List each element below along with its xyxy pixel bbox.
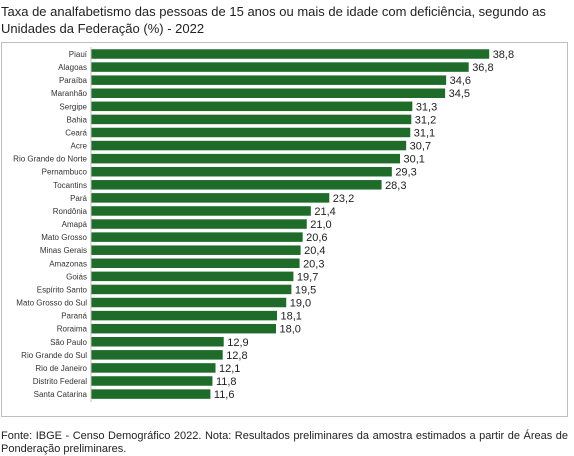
data-label: 21,0: [310, 219, 331, 231]
bar: [91, 88, 446, 98]
bar: [91, 297, 287, 308]
data-label: 29,3: [395, 167, 416, 179]
chart-title: Taxa de analfabetismo das pessoas de 15 …: [1, 4, 546, 36]
bar: [91, 363, 216, 373]
bar: [91, 271, 294, 282]
data-label: 31,3: [416, 101, 437, 113]
data-label: 11,6: [214, 389, 235, 401]
bar: [91, 62, 469, 72]
bar: [91, 258, 300, 269]
category-label: Distrito Federal: [33, 377, 87, 386]
bar: [91, 350, 223, 360]
category-label: Ceará: [65, 128, 87, 137]
data-label: 34,6: [450, 75, 471, 87]
bar: [91, 180, 382, 190]
bar: [91, 245, 301, 255]
source-note: Fonte: IBGE - Censo Demográfico 2022. No…: [1, 430, 568, 455]
category-label: Rio Grande do Sul: [21, 351, 87, 360]
category-label: Mato Grosso do Sul: [16, 299, 87, 308]
data-label: 19,5: [295, 284, 316, 296]
bar: [91, 376, 213, 386]
data-label: 21,4: [314, 206, 335, 218]
bar: [91, 114, 412, 125]
bar: [91, 206, 311, 216]
bar-chart: Piauí 38,8 Alagoas 36,8 Paraíba 34,6 Maranhão 3…: [13, 47, 514, 403]
category-label: Goiás: [66, 272, 87, 281]
bar: [91, 219, 307, 229]
data-label: 31,2: [415, 114, 436, 126]
bar: [91, 337, 224, 347]
bar: [91, 127, 411, 138]
category-label: Amazonas: [49, 259, 87, 268]
bar: [91, 140, 407, 151]
data-label: 12,1: [219, 363, 240, 375]
data-label: 31,1: [414, 127, 435, 139]
data-label: 18,1: [281, 311, 302, 323]
category-label: Pernambuco: [42, 168, 88, 177]
category-label: Minas Gerais: [40, 246, 87, 255]
bar: [91, 153, 401, 164]
data-label: 12,8: [226, 350, 247, 362]
category-label: São Paulo: [50, 338, 87, 347]
bar: [91, 389, 211, 399]
data-label: 20,3: [303, 258, 324, 270]
bar: [91, 284, 292, 295]
category-label: Santa Catarina: [34, 390, 88, 399]
data-label: 30,7: [410, 141, 431, 153]
category-label: Piauí: [69, 50, 88, 59]
category-label: Roraima: [57, 325, 88, 334]
data-label: 19,0: [290, 298, 311, 310]
bar: [91, 75, 447, 85]
data-label: 38,8: [493, 49, 514, 61]
data-label: 18,0: [280, 324, 301, 336]
data-label: 30,1: [404, 154, 425, 166]
bar: [91, 232, 303, 242]
category-label: Rio Grande do Norte: [13, 155, 87, 164]
category-label: Sergipe: [59, 102, 87, 111]
data-label: 11,8: [216, 376, 237, 388]
category-label: Rondônia: [53, 207, 88, 216]
category-label: Acre: [71, 142, 88, 151]
category-label: Espírito Santo: [37, 285, 88, 294]
bar: [91, 310, 278, 321]
bar: [91, 193, 330, 203]
category-label: Paraíba: [59, 76, 88, 85]
category-label: Amapá: [62, 220, 88, 229]
category-label: Maranhão: [51, 89, 88, 98]
data-label: 23,2: [333, 193, 354, 205]
category-label: Alagoas: [58, 63, 87, 72]
category-label: Rio de Janeiro: [35, 364, 87, 373]
category-label: Mato Grosso: [41, 233, 87, 242]
data-label: 19,7: [297, 271, 318, 283]
category-label: Pará: [70, 194, 87, 203]
category-label: Tocantins: [53, 181, 87, 190]
category-label: Bahia: [67, 115, 88, 124]
data-label: 12,9: [227, 337, 248, 349]
data-label: 34,5: [449, 88, 470, 100]
data-label: 28,3: [385, 180, 406, 192]
chart-frame: Piauí 38,8 Alagoas 36,8 Paraíba 34,6 Maranhão 3…: [1, 42, 568, 417]
data-label: 20,4: [304, 245, 325, 257]
data-label: 36,8: [472, 62, 493, 74]
bar: [91, 166, 392, 177]
bar: [91, 101, 413, 112]
bar: [91, 49, 490, 59]
data-label: 20,6: [306, 232, 327, 244]
bar: [91, 323, 276, 334]
category-label: Paraná: [61, 312, 87, 321]
